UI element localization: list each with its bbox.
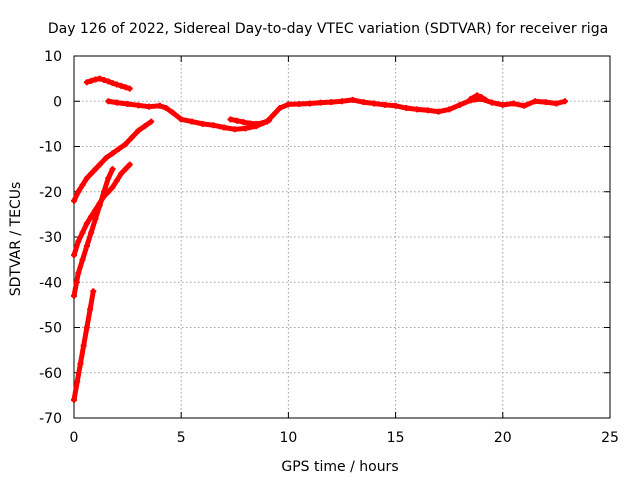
y-tick-label: 10 (44, 49, 62, 65)
data-point (148, 118, 155, 125)
data-point-trail (84, 306, 93, 330)
x-axis-label: GPS time / hours (281, 459, 398, 475)
series-early-segment (83, 75, 133, 92)
data-point (561, 98, 568, 105)
y-tick-label: -60 (39, 366, 62, 382)
data-point-trail (74, 361, 83, 385)
y-tick-label: -30 (39, 230, 62, 246)
x-tick-label: 5 (177, 430, 186, 446)
data-point (126, 161, 133, 168)
y-tick-label: -20 (39, 185, 62, 201)
data-point-trail (81, 325, 90, 349)
x-tick-label: 25 (601, 430, 619, 446)
x-tick-label: 10 (279, 430, 297, 446)
x-tick-label: 15 (387, 430, 405, 446)
data-points (71, 75, 568, 403)
data-point-trail (77, 343, 87, 367)
x-tick-label: 0 (70, 430, 79, 446)
x-tick-label: 20 (494, 430, 512, 446)
series-steep-segment-3 (71, 161, 133, 259)
data-point (266, 117, 273, 124)
grid (74, 56, 610, 418)
series-late-spike (467, 92, 489, 103)
y-tick-label: -70 (39, 411, 62, 427)
y-axis-label: SDTVAR / TECUs (8, 182, 24, 297)
data-point-trail (71, 379, 80, 403)
data-point (90, 288, 97, 295)
y-tick-label: -50 (39, 321, 62, 337)
data-point-trail (71, 270, 81, 299)
series-steep-segment-4 (71, 118, 155, 204)
y-tick-label: -10 (39, 140, 62, 156)
data-point (126, 85, 133, 92)
data-point (109, 166, 116, 173)
y-tick-label: 0 (53, 94, 62, 110)
data-point (482, 96, 489, 103)
series-steep-segment-1 (71, 288, 97, 403)
data-point-trail (87, 288, 96, 312)
series-steep-segment-2 (71, 166, 116, 299)
y-tick-label: -40 (39, 275, 62, 291)
ticks: 0 5 10 15 20 25 -70 -60 -50 -40 -30 -20 -10 0 10 (39, 49, 619, 446)
series-mid-offset-segment (227, 116, 273, 127)
chart-title: Day 126 of 2022, Sidereal Day-to-day VTE… (48, 21, 608, 37)
